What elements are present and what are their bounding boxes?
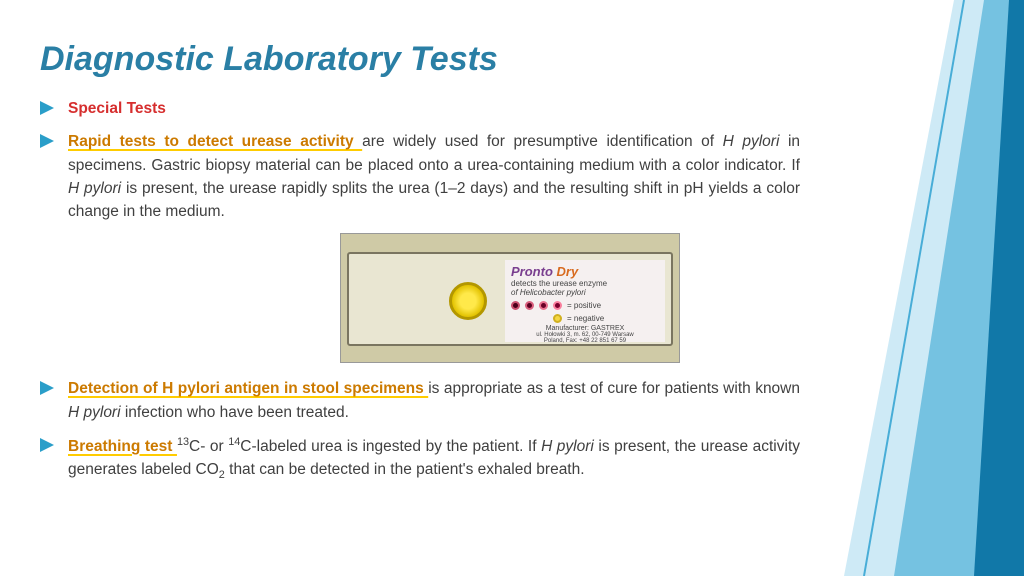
bullet-stool-antigen: Detection of H pylori antigen in stool s… [40, 377, 800, 424]
positive-row: = positive [511, 301, 659, 310]
indicator-well-icon [449, 282, 487, 320]
text-run: is present, the urease rapidly splits th… [68, 180, 800, 220]
italic-run: H pylori [68, 404, 121, 421]
slide-title: Diagnostic Laboratory Tests [40, 40, 800, 79]
device-photo: Pronto Dry detects the urease enzyme of … [340, 233, 680, 363]
sup-run: 13 [177, 436, 189, 448]
negative-row: = negative [553, 314, 659, 323]
special-tests-label: Special Tests [68, 100, 166, 117]
bullet-rapid-tests: Rapid tests to detect urease activity ar… [40, 130, 800, 223]
italic-run: H pylori [723, 133, 780, 150]
slide-content: Diagnostic Laboratory Tests Special Test… [40, 40, 800, 494]
device-label-card: Pronto Dry detects the urease enzyme of … [505, 260, 665, 342]
negative-label: = negative [567, 314, 604, 323]
text-run: infection who have been treated. [121, 404, 349, 421]
italic-run: H pylori [541, 438, 594, 455]
bullet-triangle-icon [40, 434, 60, 484]
test-device: Pronto Dry detects the urease enzyme of … [347, 252, 673, 346]
device-subtitle: of Helicobacter pylori [511, 288, 659, 297]
bullet-triangle-icon [40, 130, 60, 223]
brand-b: Dry [557, 264, 579, 279]
background-decoration [804, 0, 1024, 576]
italic-run: H pylori [68, 180, 121, 197]
text-run: are widely used for presumptive identifi… [362, 133, 722, 150]
lead-stool-antigen: Detection of H pylori antigen in stool s… [68, 380, 428, 397]
bullet-triangle-icon [40, 97, 60, 120]
sup-run: 14 [228, 436, 240, 448]
fax-line: Poland, Fax: +48 22 851 67 59 [511, 338, 659, 344]
device-subtitle: detects the urease enzyme [511, 279, 659, 288]
text-run: C- or [189, 438, 228, 455]
brand-a: Pronto [511, 264, 557, 279]
bullet-triangle-icon [40, 377, 60, 424]
text-run: that can be detected in the patient's ex… [225, 461, 585, 478]
text-run: C-labeled urea is ingested by the patien… [240, 438, 541, 455]
positive-label: = positive [567, 301, 601, 310]
manufacturer-line: Manufacturer: GASTREX [511, 325, 659, 332]
lead-rapid-tests: Rapid tests to detect urease activity [68, 133, 362, 150]
text-run: is appropriate as a test of cure for pat… [428, 380, 800, 397]
bullet-breathing-test: Breathing test 13C- or 14C-labeled urea … [40, 434, 800, 484]
lead-breathing-test: Breathing test [68, 438, 177, 455]
bullet-special-tests: Special Tests [40, 97, 800, 120]
